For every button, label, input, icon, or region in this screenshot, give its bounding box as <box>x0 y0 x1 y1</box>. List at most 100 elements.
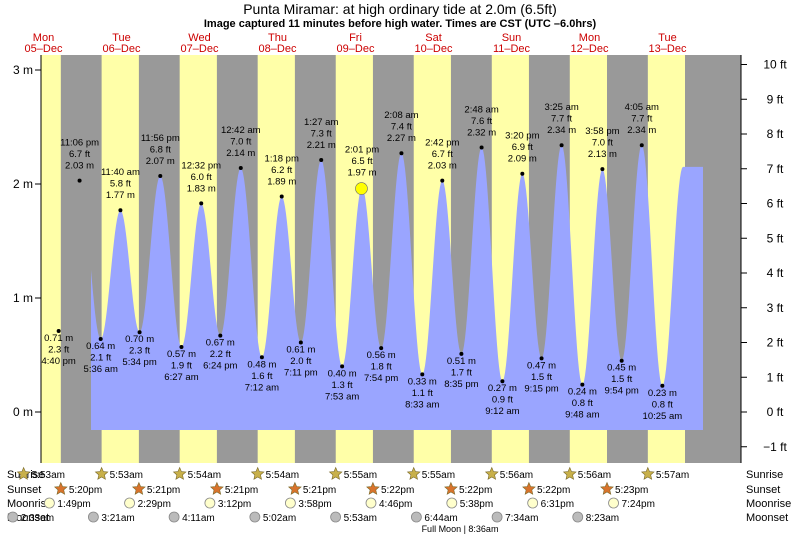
sunrise-icon <box>328 466 343 480</box>
low-tide-label: 0.70 m <box>125 334 154 345</box>
sunset-icon <box>131 481 146 495</box>
low-tide-label: 0.33 m <box>408 376 437 387</box>
moonrise-icon <box>204 497 216 509</box>
high-tide-label: 7.0 ft <box>592 138 613 149</box>
moonrise-icon <box>284 497 296 509</box>
sunrise-icon <box>250 466 265 480</box>
low-tide-label: 9:12 am <box>485 406 519 417</box>
sunrise-time: 5:56am <box>500 470 533 481</box>
sunset-icon <box>209 481 224 495</box>
high-tide-label: 2.14 m <box>226 148 255 159</box>
low-tide-label: 0.64 m <box>86 341 115 352</box>
sunset-time: 5:22pm <box>459 485 492 496</box>
high-tide-label: 6.2 ft <box>271 165 292 176</box>
low-tide-label: 0.45 m <box>607 363 636 374</box>
high-tide-label: 3:58 pm <box>585 126 619 137</box>
low-tide-label: 0.47 m <box>527 360 556 371</box>
extreme-point <box>158 174 163 179</box>
moonset-icon <box>491 511 503 523</box>
high-tide-label: 11:56 pm <box>141 133 180 144</box>
y-tick-label-m: 3 m <box>13 63 33 77</box>
moonset-icon <box>410 511 422 523</box>
extreme-point <box>319 158 324 163</box>
low-tide-label: 9:15 pm <box>524 383 558 394</box>
low-tide-label: 1.5 ft <box>611 374 632 385</box>
y-tick-label-m: 1 m <box>13 291 33 305</box>
moonrise-time: 5:38pm <box>460 499 493 510</box>
low-tide-label: 7:54 pm <box>364 373 398 384</box>
moonset-time: 8:23am <box>586 513 619 524</box>
y-tick-label-ft: 7 ft <box>767 162 784 176</box>
moon-phase-note: Full Moon | 8:36am <box>422 524 499 534</box>
low-tide-label: 6:27 am <box>164 372 198 383</box>
moonrise-icon <box>44 497 55 509</box>
extreme-point <box>539 356 544 361</box>
moonrise-time: 3:12pm <box>218 499 251 510</box>
moonrise-icon <box>365 497 377 509</box>
sunset-icon <box>522 481 536 495</box>
tide-curve <box>91 145 703 431</box>
sunset-time: 5:21pm <box>225 485 258 496</box>
high-tide-label: 2.32 m <box>467 128 496 139</box>
moonrise-time: 2:29pm <box>138 499 171 510</box>
day-name: Wed <box>188 32 210 44</box>
low-tide-label: 0.8 ft <box>572 398 593 409</box>
low-tide-label: 9:48 am <box>565 410 599 421</box>
low-tide-label: 1.8 ft <box>371 362 392 373</box>
y-tick-label-ft: 9 ft <box>767 92 784 106</box>
moonrise-icon <box>527 497 539 509</box>
high-tide-label: 2:42 pm <box>425 138 459 149</box>
sunset-time: 5:21pm <box>303 485 336 496</box>
low-tide-label: 1.9 ft <box>171 361 192 372</box>
low-tide-label: 2.2 ft <box>210 349 231 360</box>
moonset-time: 6:44am <box>424 513 457 524</box>
sunset-time: 5:20pm <box>69 485 102 496</box>
extreme-point <box>619 358 624 363</box>
extreme-point <box>479 145 484 150</box>
extreme-point <box>199 201 204 206</box>
y-tick-label-ft: −1 ft <box>763 440 787 454</box>
sunrise-icon <box>640 466 655 480</box>
extreme-point <box>137 330 142 335</box>
y-tick-label-ft: 8 ft <box>767 127 784 141</box>
extreme-point <box>179 345 184 350</box>
y-tick-label-ft: 2 ft <box>767 336 784 350</box>
row-label-left: Moonrise <box>7 498 52 510</box>
sunrise-time: 5:53am <box>32 470 65 481</box>
low-tide-label: 0.48 m <box>247 359 276 370</box>
row-label-right: Sunset <box>746 484 780 496</box>
y-tick-label-ft: 3 ft <box>767 301 784 315</box>
moonrise-time: 6:31pm <box>541 499 574 510</box>
sunrise-time: 5:54am <box>188 470 221 481</box>
low-tide-label: 7:12 am <box>245 382 279 393</box>
extreme-point <box>118 208 123 213</box>
sunrise-time: 5:57am <box>656 470 689 481</box>
y-tick-label-ft: 5 ft <box>767 231 784 245</box>
row-label-right: Moonset <box>746 512 788 524</box>
high-tide-label: 6.7 ft <box>69 149 90 160</box>
low-tide-label: 0.9 ft <box>492 395 513 406</box>
y-tick-label-ft: 4 ft <box>767 266 784 280</box>
sunrise-time: 5:54am <box>266 470 299 481</box>
moonset-icon <box>87 511 99 523</box>
low-tide-label: 5:34 pm <box>122 357 156 368</box>
extreme-point <box>238 166 243 171</box>
sunrise-icon <box>406 466 421 480</box>
high-tide-label: 2.13 m <box>588 149 617 160</box>
high-tide-label: 2:08 am <box>384 110 418 121</box>
high-tide-label: 11:40 am <box>101 167 140 178</box>
day-date: 08–Dec <box>259 43 297 55</box>
sunrise-icon <box>562 466 577 480</box>
chart-title: Punta Miramar: at high ordinary tide at … <box>243 1 557 17</box>
extreme-point <box>379 346 384 351</box>
moonrise-time: 4:46pm <box>379 499 412 510</box>
day-name: Fri <box>349 32 362 44</box>
high-tide-label: 6.7 ft <box>432 149 453 160</box>
extreme-point <box>459 351 464 356</box>
moonset-icon <box>7 511 19 523</box>
low-tide-label: 2.3 ft <box>129 346 150 357</box>
day-date: 11–Dec <box>493 43 531 55</box>
low-tide-label: 4:40 pm <box>42 356 76 367</box>
extreme-point <box>440 178 445 183</box>
